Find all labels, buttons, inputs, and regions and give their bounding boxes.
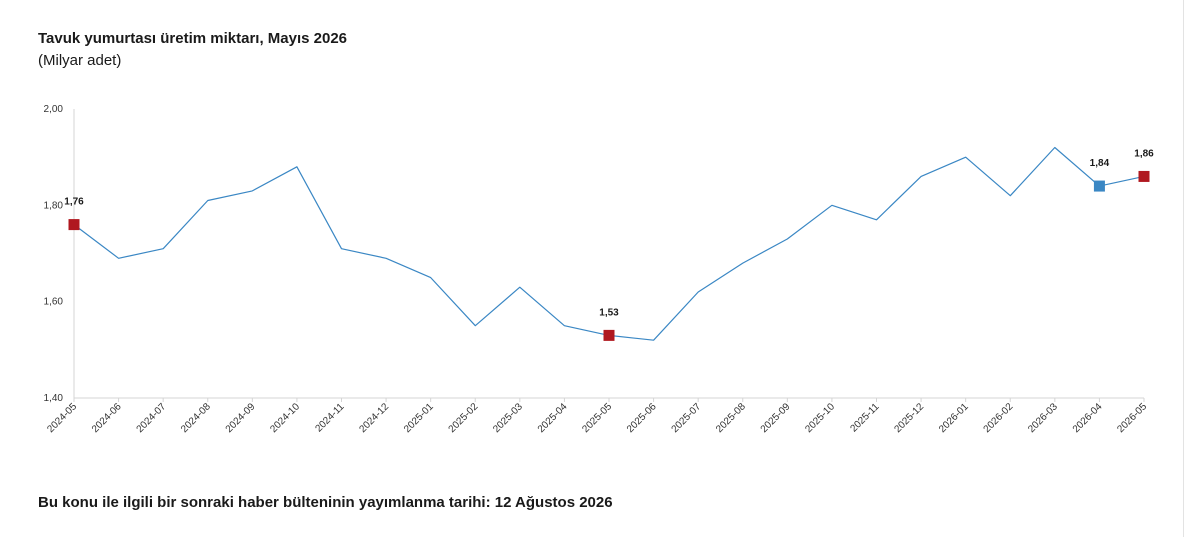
- x-tick-label: 2026-02: [982, 401, 1016, 435]
- chart-title: Tavuk yumurtası üretim miktarı, Mayıs 20…: [38, 30, 348, 47]
- x-tick-label: 2026-03: [1026, 401, 1060, 435]
- x-tick-label: 2025-02: [447, 401, 481, 435]
- highlight-marker: [1138, 170, 1150, 182]
- highlight-marker: [68, 219, 80, 231]
- x-tick-label: 2024-08: [179, 401, 213, 435]
- data-label: 1,86: [1134, 148, 1154, 159]
- x-tick-label: 2025-06: [625, 401, 659, 435]
- chart-subtitle: (Milyar adet): [38, 52, 122, 69]
- x-tick-label: 2025-07: [670, 401, 704, 435]
- x-tick-label: 2025-04: [536, 401, 570, 435]
- chart-axes: 1,40 1,60 1,80 2,00 2024-05 2024-06 2024-07 202…: [44, 104, 1150, 435]
- x-tick-label: 2024-10: [268, 401, 302, 435]
- x-tick-label: 2025-03: [491, 401, 525, 435]
- data-label: 1,84: [1090, 158, 1110, 169]
- next-release-date: Bu konu ile ilgili bir sonraki haber bül…: [38, 494, 613, 511]
- highlight-marker: [603, 329, 615, 341]
- x-tick-label: 2024-07: [135, 401, 169, 435]
- x-tick-label: 2025-08: [714, 401, 748, 435]
- highlight-marker: [1093, 180, 1105, 192]
- x-tick-label: 2024-12: [357, 401, 391, 435]
- y-tick-label: 1,40: [44, 393, 64, 404]
- y-tick-label: 2,00: [44, 104, 64, 115]
- page-divider: [1183, 0, 1184, 537]
- x-tick-label: 2024-11: [313, 401, 347, 435]
- x-tick-label: 2026-04: [1071, 401, 1105, 435]
- y-tick-label: 1,60: [44, 297, 64, 308]
- data-label: 1,76: [64, 197, 84, 208]
- x-tick-label: 2025-09: [759, 401, 793, 435]
- x-tick-label: 2025-05: [580, 401, 614, 435]
- x-tick-label: 2025-11: [848, 401, 882, 435]
- x-tick-label: 2024-09: [224, 401, 258, 435]
- x-tick-label: 2026-01: [937, 401, 971, 435]
- data-label: 1,53: [599, 307, 619, 318]
- x-tick-label: 2025-12: [892, 401, 926, 435]
- y-tick-label: 1,80: [44, 200, 64, 211]
- x-tick-label: 2025-10: [803, 401, 837, 435]
- x-tick-label: 2024-05: [45, 401, 79, 435]
- x-tick-label: 2024-06: [90, 401, 124, 435]
- chart-markers: 1,76 1,53 1,84 1,86: [64, 148, 1154, 341]
- x-tick-label: 2025-01: [402, 401, 436, 435]
- x-tick-label: 2026-05: [1115, 401, 1149, 435]
